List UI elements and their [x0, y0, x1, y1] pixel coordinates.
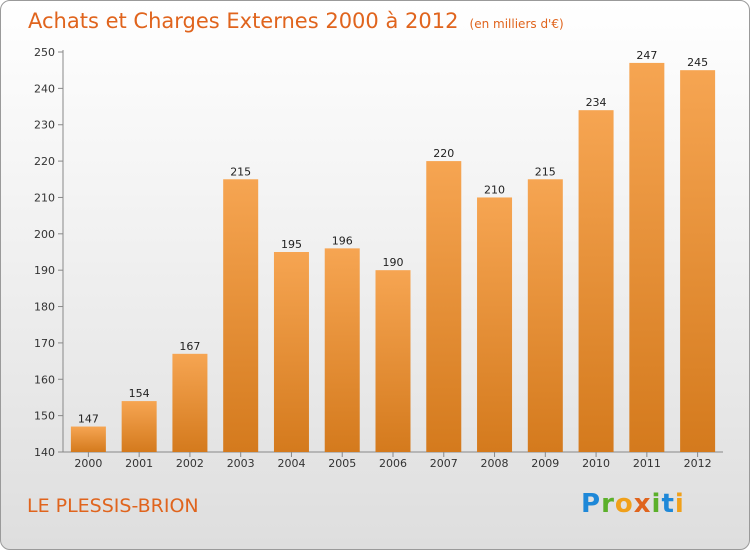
y-tick-label: 220: [34, 155, 55, 168]
x-tick-label: 2008: [481, 457, 509, 470]
y-tick-label: 200: [34, 228, 55, 241]
commune-name: LE PLESSIS-BRION: [27, 495, 199, 517]
y-tick-label: 210: [34, 191, 55, 204]
x-tick-label: 2009: [531, 457, 559, 470]
value-label: 215: [230, 165, 251, 178]
bar: [70, 426, 106, 452]
bar: [477, 197, 513, 452]
chart-title: Achats et Charges Externes 2000 à 2012 (…: [28, 9, 564, 33]
x-tick-label: 2010: [582, 457, 610, 470]
x-tick-label: 2003: [227, 457, 255, 470]
logo-letter: t: [661, 489, 675, 519]
y-tick-label: 180: [34, 301, 55, 314]
logo-letter: r: [601, 489, 615, 519]
logo-letter: i: [651, 489, 662, 519]
bar: [527, 179, 563, 453]
y-tick-label: 170: [34, 337, 55, 350]
bar: [680, 70, 716, 452]
bar: [578, 110, 614, 452]
bar: [324, 248, 360, 452]
value-label: 195: [281, 238, 302, 251]
bar: [121, 401, 157, 452]
value-label: 147: [78, 413, 99, 426]
title-text: Achats et Charges Externes 2000 à 2012: [28, 9, 459, 33]
value-label: 190: [383, 256, 404, 269]
y-tick-label: 250: [34, 46, 55, 59]
value-label: 196: [332, 234, 353, 247]
value-label: 215: [535, 165, 556, 178]
logo-letter: P: [581, 489, 602, 519]
x-tick-label: 2000: [74, 457, 102, 470]
value-label: 234: [586, 96, 607, 109]
value-label: 154: [129, 387, 150, 400]
x-tick-label: 2002: [176, 457, 204, 470]
x-tick-label: 2004: [277, 457, 305, 470]
y-tick-label: 190: [34, 264, 55, 277]
y-tick-label: 150: [34, 410, 55, 423]
x-tick-label: 2012: [684, 457, 712, 470]
value-label: 247: [636, 49, 657, 62]
proxiti-logo: Proxiti: [581, 489, 685, 519]
bar: [375, 270, 411, 452]
y-tick-label: 240: [34, 82, 55, 95]
value-label: 210: [484, 183, 505, 196]
logo-letter: i: [674, 489, 685, 519]
x-tick-label: 2011: [633, 457, 661, 470]
y-tick-label: 160: [34, 373, 55, 386]
x-tick-label: 2001: [125, 457, 153, 470]
y-tick-label: 230: [34, 119, 55, 132]
logo-letter: x: [633, 489, 652, 519]
x-tick-label: 2005: [328, 457, 356, 470]
value-label: 220: [433, 147, 454, 160]
bar: [223, 179, 259, 453]
bar: [426, 161, 462, 452]
bar: [172, 353, 208, 452]
title-unit: (en milliers d'€): [469, 17, 564, 31]
value-label: 245: [687, 56, 708, 69]
bar: [273, 252, 309, 452]
value-label: 167: [179, 340, 200, 353]
bar: [629, 62, 665, 453]
y-tick-label: 140: [34, 446, 55, 459]
x-tick-label: 2007: [430, 457, 458, 470]
logo-letter: o: [614, 489, 634, 519]
x-tick-label: 2006: [379, 457, 407, 470]
